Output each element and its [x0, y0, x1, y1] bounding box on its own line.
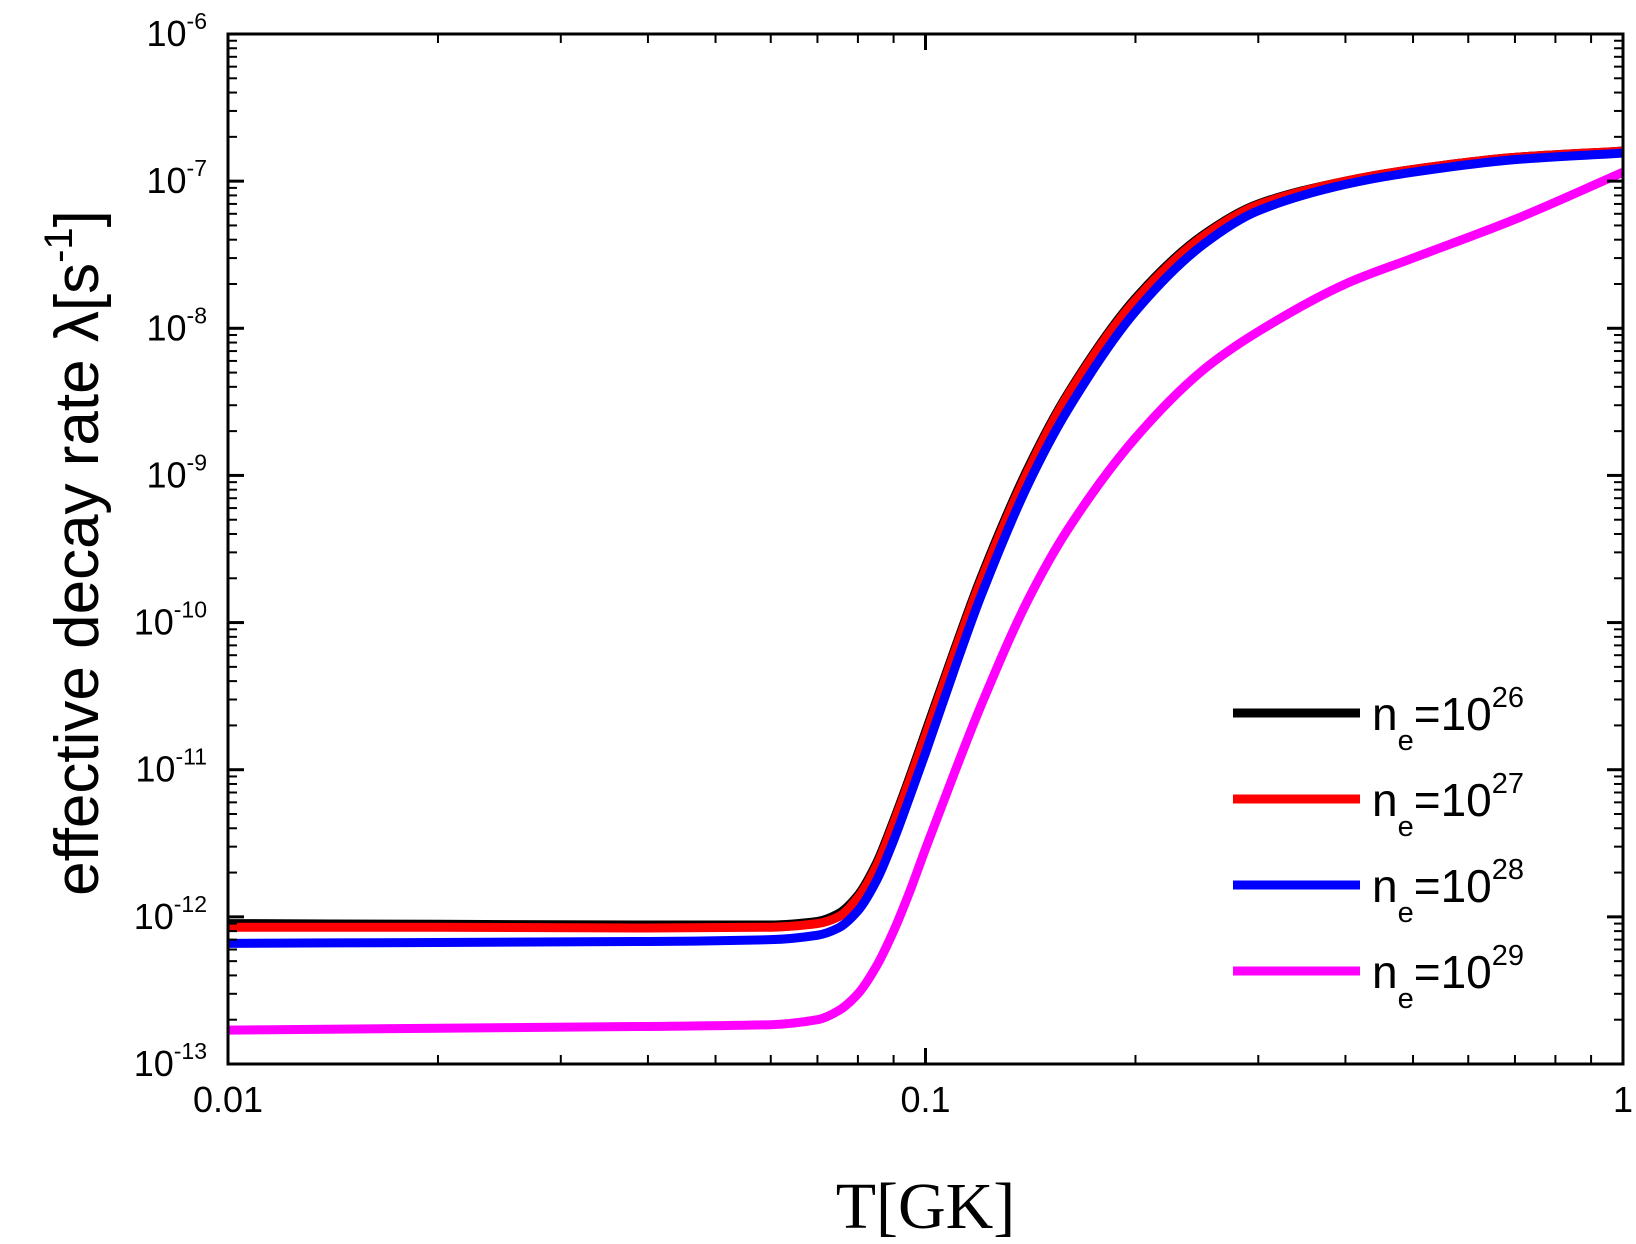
y-tick-label: 10-10	[134, 597, 207, 643]
y-tick-label: 10-8	[147, 302, 208, 348]
y-tick-label: 10-12	[134, 891, 207, 937]
y-tick-label: 10-11	[135, 744, 207, 790]
y-axis-title: effective decay rate λ[s-1]	[37, 210, 112, 896]
series-line-4	[228, 168, 1623, 1035]
legend-label: ne=1028	[1372, 854, 1524, 929]
series-line-3	[228, 148, 1623, 948]
y-tick-label: 10-7	[147, 155, 208, 201]
y-tick-label: 10-6	[147, 8, 208, 54]
legend: ne=1026 ne=1027 ne=1028 ne=1029	[1233, 682, 1524, 1015]
legend-entry-2: ne=1027	[1233, 768, 1524, 843]
legend-label: ne=1026	[1372, 682, 1524, 757]
x-axis-title: T[GK]	[836, 1170, 1016, 1243]
y-tick-label: 10-9	[147, 449, 208, 495]
legend-entry-3: ne=1028	[1233, 854, 1524, 929]
series-layer	[228, 146, 1623, 1035]
legend-label: ne=1027	[1372, 768, 1524, 843]
legend-label: ne=1029	[1372, 940, 1524, 1015]
labels-layer: 10-13 10-12 10-11 10-10 10-9 10-8 10-7 10-6 0.01…	[37, 8, 1633, 1243]
x-tick-label: 0.01	[193, 1079, 263, 1120]
x-tick-label: 1	[1613, 1079, 1633, 1120]
ticks-layer	[226, 32, 1625, 1066]
legend-entry-4: ne=1029	[1233, 940, 1524, 1015]
x-tick-label: 0.1	[900, 1079, 950, 1120]
y-tick-label: 10-13	[134, 1038, 207, 1084]
legend-entry-1: ne=1026	[1233, 682, 1524, 757]
